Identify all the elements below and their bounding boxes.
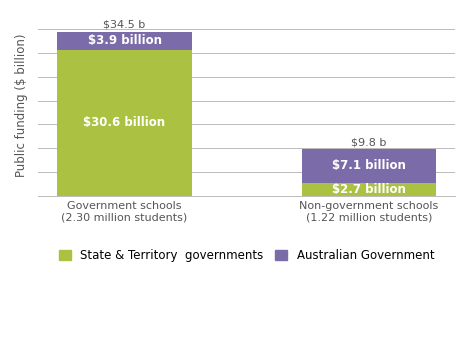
- Legend: State & Territory  governments, Australian Government: State & Territory governments, Australia…: [59, 249, 434, 262]
- Text: $2.7 billion: $2.7 billion: [332, 183, 406, 196]
- Bar: [302, 183, 436, 196]
- Text: $34.5 b: $34.5 b: [103, 20, 146, 30]
- Text: $9.8 b: $9.8 b: [351, 137, 387, 147]
- Bar: [57, 50, 192, 196]
- Text: $7.1 billion: $7.1 billion: [332, 159, 406, 173]
- Bar: [57, 32, 192, 50]
- Text: $3.9 billion: $3.9 billion: [88, 34, 162, 47]
- Y-axis label: Public funding ($ billion): Public funding ($ billion): [15, 34, 28, 177]
- Bar: [302, 149, 436, 183]
- Text: $30.6 billion: $30.6 billion: [83, 116, 165, 130]
